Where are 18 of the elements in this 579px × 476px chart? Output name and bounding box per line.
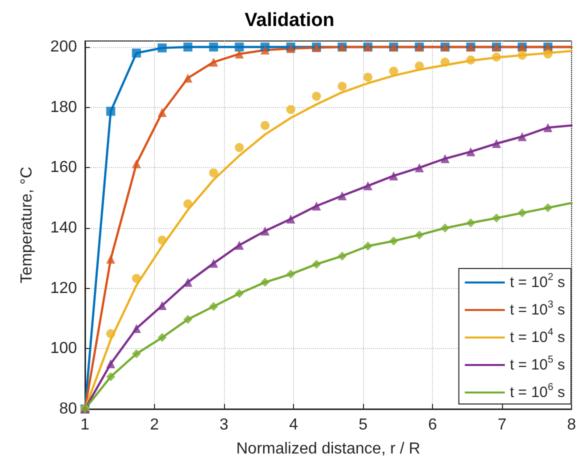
x-tick-label: 5 [358,416,368,434]
x-tick-label: 8 [567,416,576,434]
chart-title: Validation [244,10,334,31]
y-axis-title: Temperature, °C [18,166,36,284]
y-tick-label: 140 [50,220,78,237]
x-tick-label: 3 [220,416,229,434]
y-tick-label: 80 [59,400,78,418]
y-tick-label: 160 [50,159,78,176]
y-tick-label: 200 [50,38,78,56]
x-tick-label: 6 [428,416,438,434]
x-axis-title: Normalized distance, r / R [236,440,420,458]
x-tick-label: 4 [289,416,298,434]
x-tick-label: 1 [80,416,90,434]
y-tick-label: 100 [50,340,78,358]
y-tick-label: 120 [50,280,78,297]
x-tick-label: 2 [150,416,160,434]
x-tick-label: 7 [498,416,507,434]
y-tick-label: 180 [50,98,78,116]
